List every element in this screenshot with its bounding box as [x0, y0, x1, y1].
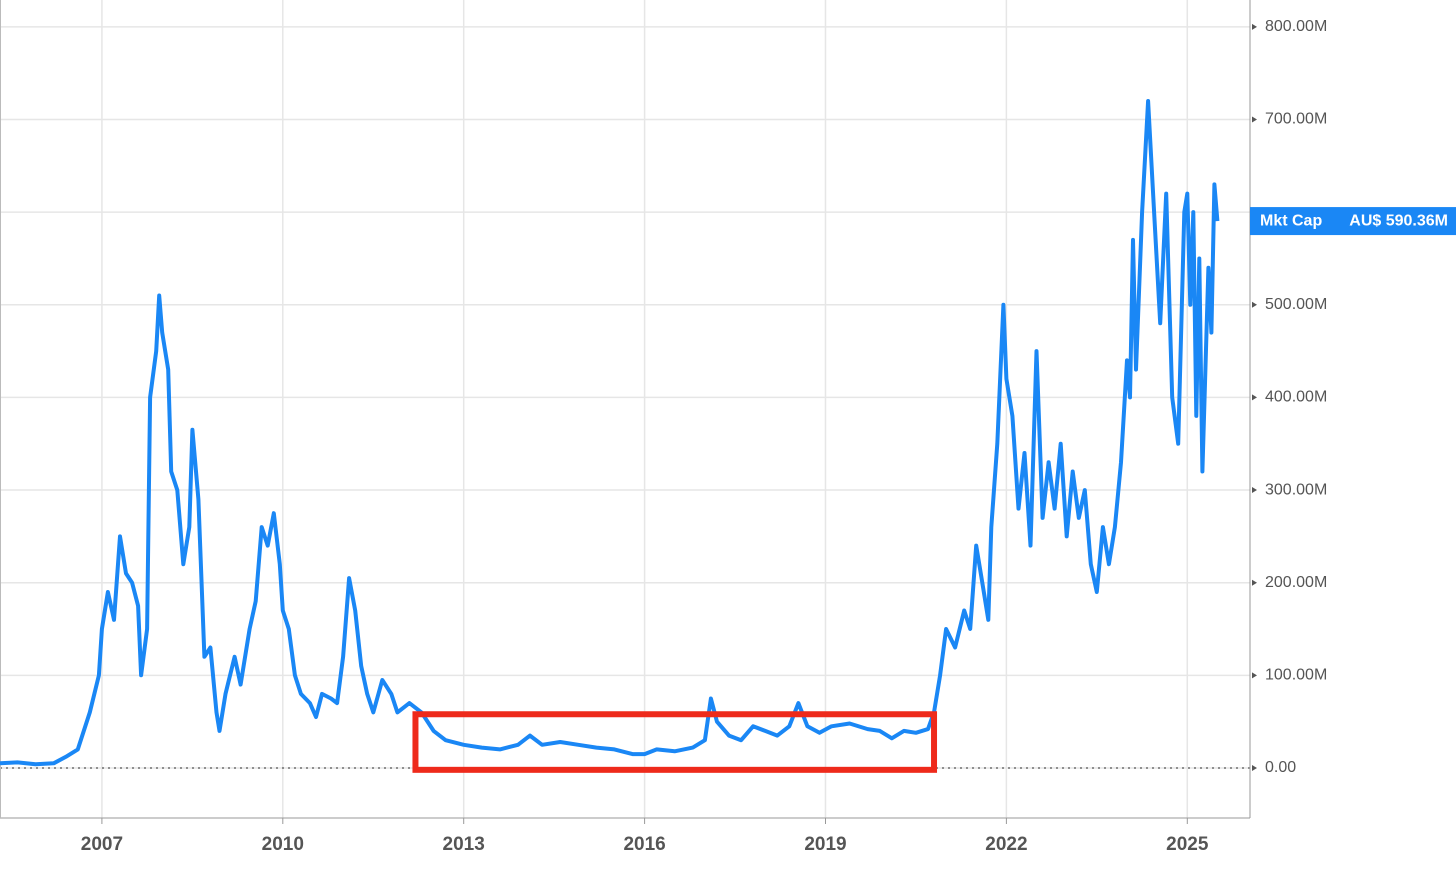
x-tick-label: 2010 — [262, 834, 304, 855]
x-tick-label: 2016 — [623, 834, 665, 855]
y-tick-label: 800.00M — [1265, 18, 1327, 35]
y-tick-label: 500.00M — [1265, 296, 1327, 313]
y-tick — [1252, 579, 1257, 586]
y-tick — [1252, 487, 1257, 494]
highlight-box — [412, 711, 938, 773]
last-value-badge — [1250, 207, 1456, 236]
y-tick — [1252, 301, 1257, 308]
y-tick — [1252, 672, 1257, 679]
y-tick — [1252, 23, 1257, 30]
x-tick-label: 2025 — [1166, 834, 1209, 855]
y-tick-label: 200.00M — [1265, 574, 1327, 591]
y-tick-label: 300.00M — [1265, 481, 1327, 498]
badge-name: Mkt Cap — [1260, 212, 1322, 229]
y-tick — [1252, 764, 1257, 771]
x-tick-label: 2022 — [985, 834, 1027, 855]
y-tick-label: 700.00M — [1265, 111, 1327, 128]
y-tick — [1252, 116, 1257, 123]
y-tick-label: 400.00M — [1265, 389, 1327, 406]
y-tick-label: 0.00 — [1265, 759, 1296, 776]
line — [0, 99, 1220, 767]
x-tick-label: 2013 — [443, 834, 485, 855]
y-tick — [1252, 394, 1257, 401]
y-tick-label: 100.00M — [1265, 667, 1327, 684]
x-tick-label: 2019 — [804, 834, 846, 855]
badge-value: AU$ 590.36M — [1349, 212, 1448, 229]
x-tick-label: 2007 — [81, 834, 123, 855]
